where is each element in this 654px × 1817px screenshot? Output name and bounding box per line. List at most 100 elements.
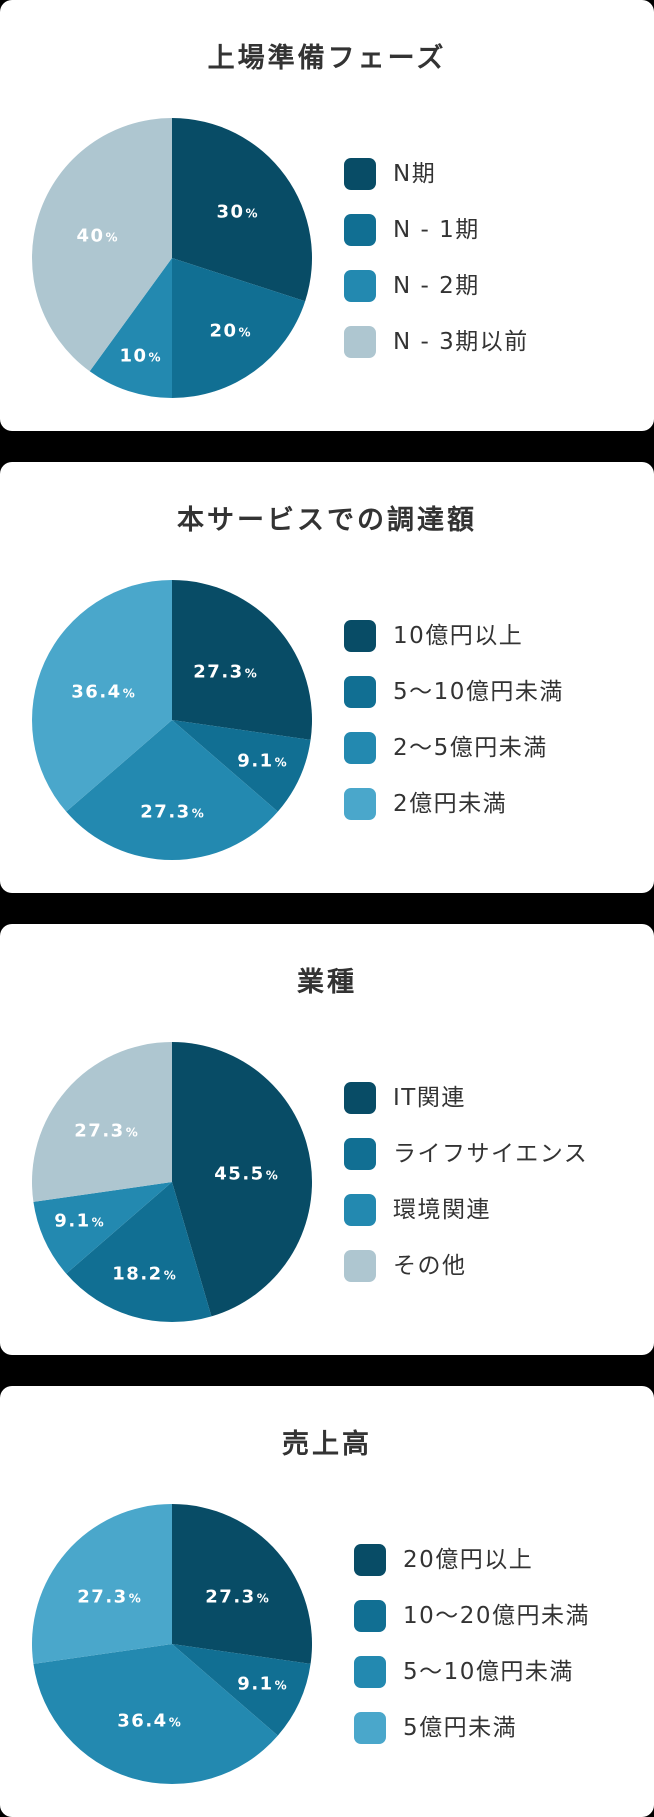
legend: IT関連ライフサイエンス 環境関連その他 bbox=[344, 1082, 588, 1306]
percent-sign: % bbox=[274, 1678, 287, 1693]
slice-value: 27.3 bbox=[74, 1120, 125, 1142]
legend-item: 2億円未満 bbox=[344, 788, 564, 820]
pie-slice bbox=[32, 580, 173, 812]
chart-title: 上場準備フェーズ bbox=[207, 43, 447, 74]
legend-item: IT関連 bbox=[344, 1082, 588, 1114]
pie-slice bbox=[33, 1182, 172, 1274]
slice-value-label: 40% bbox=[76, 225, 118, 248]
slice-value-label: 27.3% bbox=[77, 1586, 141, 1609]
legend-item: その他 bbox=[344, 1250, 588, 1282]
percent-sign: % bbox=[105, 230, 118, 245]
slice-value-label: 20% bbox=[209, 320, 251, 343]
legend-item: 環境関連 bbox=[344, 1194, 588, 1226]
legend-swatch-icon bbox=[344, 214, 376, 246]
percent-sign: % bbox=[256, 1591, 269, 1606]
chart-card-funding-amount: 本サービスでの調達額 27.3% 9.1% 27.3% 36.4% 10億円以上 5〜1… bbox=[0, 462, 654, 893]
slice-value-label: 36.4% bbox=[71, 681, 135, 704]
legend-label: N - 2期 bbox=[393, 273, 480, 299]
pie-chart: 27.3% 9.1% 36.4% 27.3% bbox=[32, 1504, 312, 1784]
legend: 10億円以上 5〜10億円未満 2〜5億円未満 2億円未満 bbox=[344, 620, 564, 844]
slice-value: 18.2 bbox=[112, 1263, 163, 1285]
pie-slice bbox=[32, 1042, 172, 1202]
slice-value: 36.4 bbox=[71, 681, 122, 703]
pie-slice bbox=[172, 258, 306, 398]
legend-item: 5〜10億円未満 bbox=[344, 676, 564, 708]
percent-sign: % bbox=[125, 1125, 138, 1140]
slice-value: 40 bbox=[76, 225, 105, 247]
legend-swatch-icon bbox=[354, 1544, 386, 1576]
percent-sign: % bbox=[148, 350, 161, 365]
percent-sign: % bbox=[128, 1591, 141, 1606]
chart-card-industry: 業種 45.5% 18.2% 9.1% 27.3% IT関連 ライフサイエンス 環境関連そ… bbox=[0, 924, 654, 1355]
slice-value-label: 27.3% bbox=[193, 662, 257, 684]
slice-value: 27.3 bbox=[140, 801, 191, 823]
legend-label: N期 bbox=[393, 161, 437, 187]
pie-slice bbox=[172, 580, 312, 740]
legend-swatch-icon bbox=[344, 732, 376, 764]
legend-item: 10〜20億円未満 bbox=[354, 1600, 590, 1632]
legend-swatch-icon bbox=[344, 158, 376, 190]
legend-swatch-icon bbox=[354, 1600, 386, 1632]
slice-value-label: 9.1% bbox=[237, 1673, 287, 1696]
legend-item: 20億円以上 bbox=[354, 1544, 590, 1576]
legend-item: N - 1期 bbox=[344, 214, 529, 246]
pie-slice bbox=[172, 118, 312, 302]
slice-value: 10 bbox=[119, 345, 148, 367]
legend-item: 5億円未満 bbox=[354, 1712, 590, 1744]
pie-slice bbox=[66, 1182, 212, 1322]
slice-value: 36.4 bbox=[117, 1710, 168, 1732]
chart-title: 売上高 bbox=[282, 1429, 372, 1460]
slice-value-label: 45.5% bbox=[214, 1163, 277, 1186]
legend-swatch-icon bbox=[344, 270, 376, 302]
slice-value: 20 bbox=[209, 320, 238, 342]
legend-item: N期 bbox=[344, 158, 529, 190]
slice-value-label: 10% bbox=[119, 345, 161, 368]
legend-label: 20億円以上 bbox=[403, 1547, 534, 1573]
legend-item: N - 2期 bbox=[344, 270, 529, 302]
slice-value-label: 9.1% bbox=[54, 1211, 104, 1233]
slice-value-label: 9.1% bbox=[237, 751, 287, 773]
pie-slice bbox=[89, 258, 172, 398]
chart-title: 業種 bbox=[297, 967, 357, 998]
slice-value: 30 bbox=[216, 201, 245, 223]
chart-card-ipo-phase: 上場準備フェーズ 30% 20% 10% 40% N期 N - 1期 N - 2期 N - … bbox=[0, 0, 654, 431]
legend-item: N - 3期以前 bbox=[344, 326, 529, 358]
legend-item: ライフサイエンス bbox=[344, 1138, 588, 1170]
percent-sign: % bbox=[238, 325, 251, 340]
percent-sign: % bbox=[191, 806, 204, 821]
legend-swatch-icon bbox=[344, 1250, 376, 1282]
pie-slice bbox=[172, 1644, 311, 1736]
legend-label: N - 1期 bbox=[393, 217, 480, 243]
percent-sign: % bbox=[168, 1715, 181, 1730]
percent-sign: % bbox=[274, 755, 287, 770]
slice-value-label: 27.3% bbox=[205, 1587, 269, 1609]
percent-sign: % bbox=[91, 1215, 104, 1230]
pie-slice bbox=[172, 1504, 312, 1664]
percent-sign: % bbox=[163, 1268, 176, 1283]
percent-sign: % bbox=[245, 206, 258, 221]
legend-swatch-icon bbox=[354, 1656, 386, 1688]
legend: 20億円以上 10〜20億円未満 5〜10億円未満 5億円未満 bbox=[354, 1544, 590, 1768]
slice-value: 9.1 bbox=[237, 1673, 274, 1695]
legend-item: 10億円以上 bbox=[344, 620, 564, 652]
legend-label: 2億円未満 bbox=[393, 791, 508, 817]
slice-value: 27.3 bbox=[77, 1586, 128, 1608]
percent-sign: % bbox=[122, 686, 135, 701]
pie-slice bbox=[32, 118, 173, 372]
percent-sign: % bbox=[244, 666, 257, 681]
legend-swatch-icon bbox=[344, 676, 376, 708]
slice-value-label: 36.4% bbox=[117, 1710, 181, 1733]
legend-item: 5〜10億円未満 bbox=[354, 1656, 590, 1688]
chart-title: 本サービスでの調達額 bbox=[177, 505, 477, 536]
legend-label: 10〜20億円未満 bbox=[403, 1603, 591, 1629]
slice-value: 45.5 bbox=[214, 1163, 265, 1185]
legend-label: ライフサイエンス bbox=[393, 1141, 589, 1167]
legend-label: 5〜10億円未満 bbox=[393, 679, 564, 705]
legend-label: N - 3期以前 bbox=[393, 329, 529, 355]
legend-label: 環境関連 bbox=[393, 1197, 491, 1223]
pie-slice bbox=[172, 1042, 312, 1317]
pie-chart: 27.3% 9.1% 27.3% 36.4% bbox=[32, 580, 312, 860]
chart-card-revenue: 売上高 27.3% 9.1% 36.4% 27.3% 20億円以上 10〜20億円未満 5… bbox=[0, 1386, 654, 1817]
legend-swatch-icon bbox=[344, 326, 376, 358]
legend-swatch-icon bbox=[344, 1138, 376, 1170]
